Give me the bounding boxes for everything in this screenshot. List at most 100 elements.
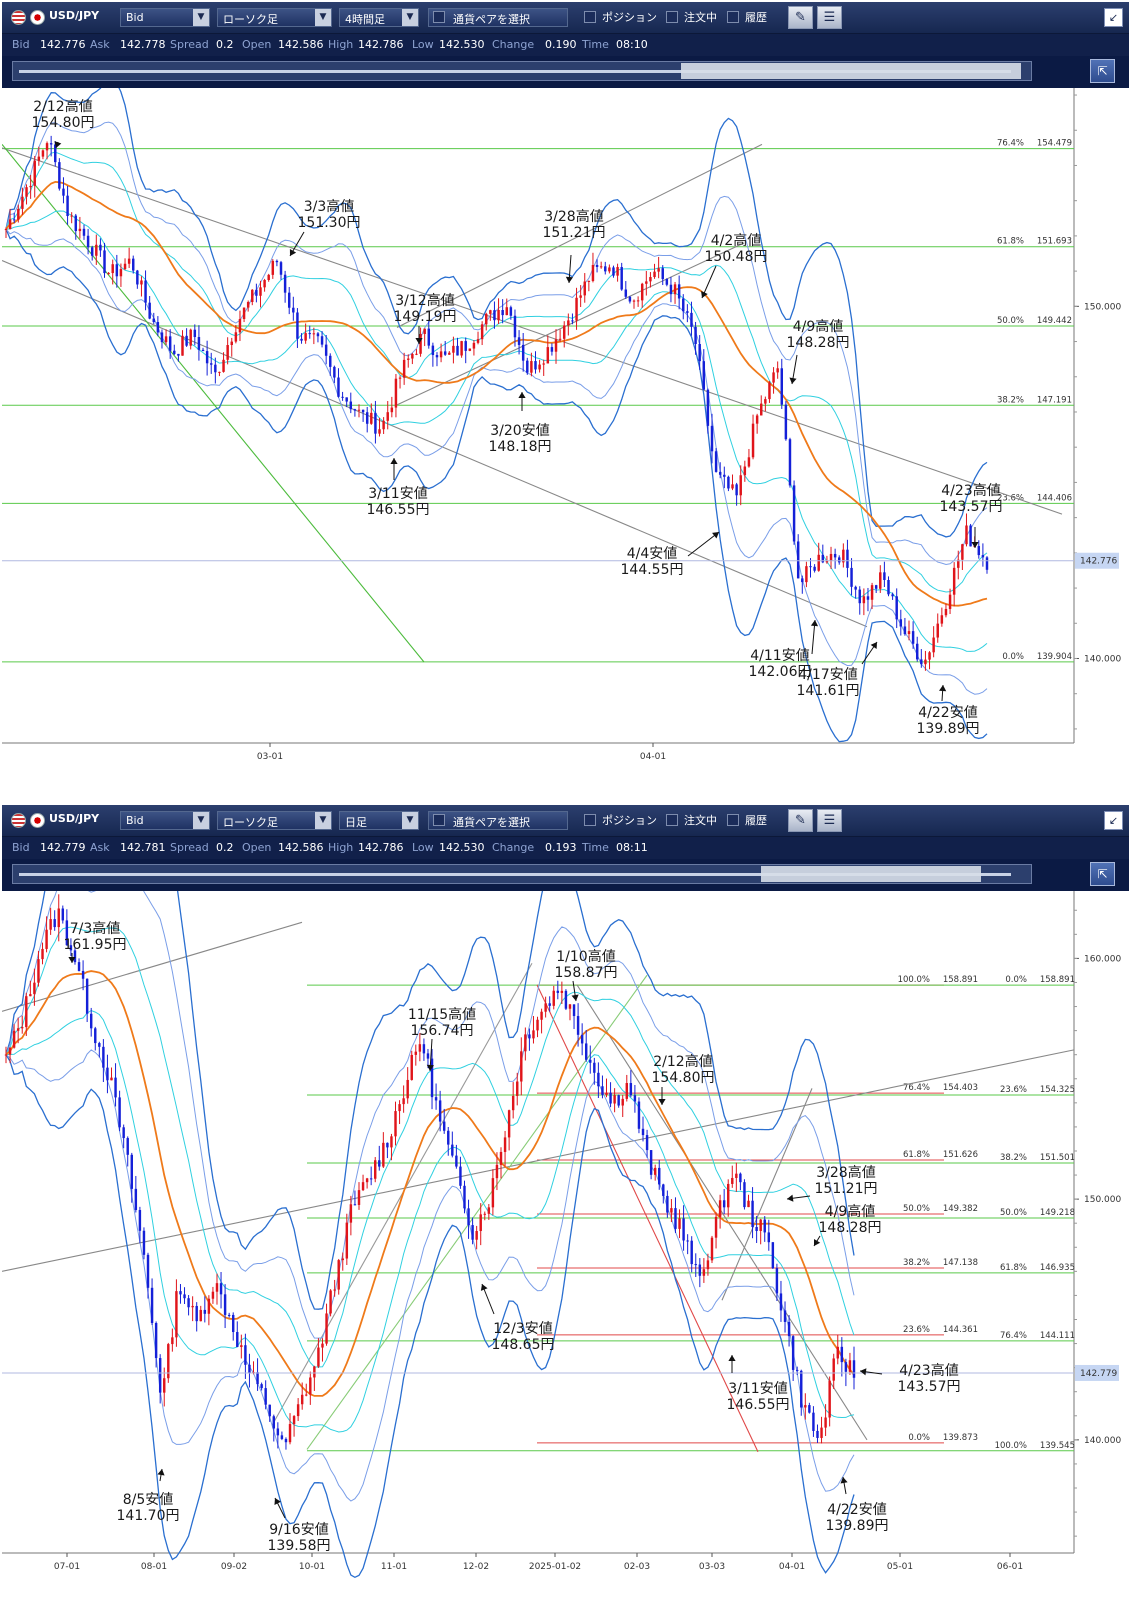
candle-body: [244, 1345, 247, 1365]
annotation-label: 1/10高値: [556, 948, 615, 965]
candle-body: [146, 1254, 150, 1288]
candle-body: [81, 970, 85, 979]
history-checkbox[interactable]: [727, 11, 739, 23]
candle-body: [37, 156, 41, 161]
chart-type-select[interactable]: ローソク足 ▼: [217, 8, 332, 27]
candle-body: [915, 643, 919, 660]
candle-body: [718, 471, 722, 475]
candle-body: [932, 637, 935, 653]
candle-body: [158, 1358, 162, 1393]
candle-body: [775, 1268, 779, 1294]
candle-body: [33, 160, 36, 186]
expand-icon[interactable]: ⇱: [1090, 862, 1115, 886]
candle-body: [374, 412, 377, 434]
chart-area[interactable]: 140.000 150.000 03-01 04-01 76.4% 154.479 61.8…: [1, 78, 1129, 790]
pair-label[interactable]: USD/JPY: [49, 812, 100, 825]
history-checkbox[interactable]: [727, 814, 739, 826]
candle-body: [479, 1214, 482, 1232]
candle-body: [283, 274, 287, 293]
candle-body: [593, 1062, 596, 1073]
candle-body: [812, 1412, 815, 1431]
x-tick-label: 04-01: [640, 752, 666, 762]
ask-value: 142.781: [120, 841, 166, 854]
chart-type-select[interactable]: ローソク足 ▼: [217, 811, 332, 830]
candle-body: [580, 1034, 584, 1044]
navigator-thumb[interactable]: [681, 63, 1021, 79]
list-view-button[interactable]: ☰: [817, 809, 842, 832]
candle-body: [203, 1309, 207, 1314]
candle-body: [605, 1092, 608, 1095]
candle-body: [560, 990, 564, 993]
candle-body: [150, 1287, 154, 1323]
annotation-price: 156.74円: [411, 1023, 474, 1039]
candle-body: [520, 1051, 523, 1082]
candle-body: [422, 1044, 426, 1054]
candle-body: [248, 1364, 251, 1374]
select-pair-button[interactable]: 通貨ペアを選択: [428, 8, 568, 27]
current-price-label: 142.776: [1080, 557, 1117, 567]
candle-body: [320, 336, 324, 345]
candle-body: [407, 358, 410, 360]
candle-body: [41, 150, 45, 157]
annotation-label: 3/28高値: [544, 208, 603, 225]
trend-line: [396, 143, 763, 328]
orders-checkbox[interactable]: [666, 814, 678, 826]
position-checkbox[interactable]: [584, 814, 596, 826]
candle-body: [53, 919, 56, 928]
candle-body: [467, 1208, 470, 1226]
select-pair-button[interactable]: 通貨ペアを選択: [428, 811, 568, 830]
candle-body: [260, 1384, 263, 1389]
annotation-label: 3/11安値: [368, 486, 427, 502]
list-view-button[interactable]: ☰: [817, 6, 842, 29]
navigator-sparkline: [19, 873, 1011, 876]
candle-body: [499, 1151, 503, 1165]
candle-body: [439, 351, 443, 358]
fib-ratio-label: 23.6%: [1000, 1085, 1027, 1095]
candle-body: [4, 1054, 8, 1056]
candle-body: [556, 990, 560, 993]
candle-body: [415, 353, 418, 355]
candle-body: [641, 1128, 645, 1136]
spread-label: Spread: [170, 38, 209, 51]
price-type-select[interactable]: Bid ▼: [120, 811, 210, 830]
candle-body: [386, 412, 389, 421]
candle-body: [427, 328, 431, 346]
candle-body: [353, 1204, 357, 1206]
navigator-thumb[interactable]: [761, 866, 981, 882]
position-checkbox[interactable]: [584, 11, 596, 23]
candle-body: [378, 429, 381, 434]
minimize-icon[interactable]: ↙: [1104, 811, 1123, 830]
candle-body: [640, 283, 644, 301]
navigator-scroller[interactable]: [12, 864, 1032, 884]
draw-tool-button[interactable]: ✎: [788, 809, 813, 832]
timeframe-select[interactable]: 4時間足 ▼: [339, 8, 419, 27]
timeframe-select[interactable]: 日足 ▼: [339, 811, 419, 830]
orders-checkbox[interactable]: [666, 11, 678, 23]
candle-body: [271, 260, 275, 275]
navigator-scroller[interactable]: [12, 61, 1032, 81]
annotation-price: 139.89円: [826, 1518, 889, 1534]
fib-price-label: 151.693: [1037, 237, 1072, 247]
candle-body: [197, 337, 201, 350]
candle-body: [653, 271, 656, 278]
candle-body: [288, 1424, 292, 1443]
candle-body: [621, 1098, 624, 1106]
candle-body: [49, 143, 53, 145]
x-tick-label: 11-01: [381, 1562, 407, 1572]
draw-tool-button[interactable]: ✎: [788, 6, 813, 29]
candle-body: [74, 215, 78, 232]
pair-label[interactable]: USD/JPY: [49, 9, 100, 22]
bollinger-band-2sigma-lower: [5, 1049, 855, 1502]
candle-body: [442, 1121, 446, 1131]
candle-body: [456, 345, 459, 356]
candle-body: [123, 263, 127, 270]
fib-price-label: 139.904: [1037, 652, 1072, 662]
minimize-icon[interactable]: ↙: [1104, 8, 1123, 27]
candle-body: [89, 1013, 93, 1029]
candle-body: [122, 1127, 125, 1139]
chart-area[interactable]: 140.000 150.000 160.000 07-01 08-01 09-02 10-0…: [1, 783, 1129, 1611]
candle-body: [516, 1081, 519, 1096]
arrow-head: [54, 141, 62, 148]
price-type-select[interactable]: Bid ▼: [120, 8, 210, 27]
expand-icon[interactable]: ⇱: [1090, 59, 1115, 83]
